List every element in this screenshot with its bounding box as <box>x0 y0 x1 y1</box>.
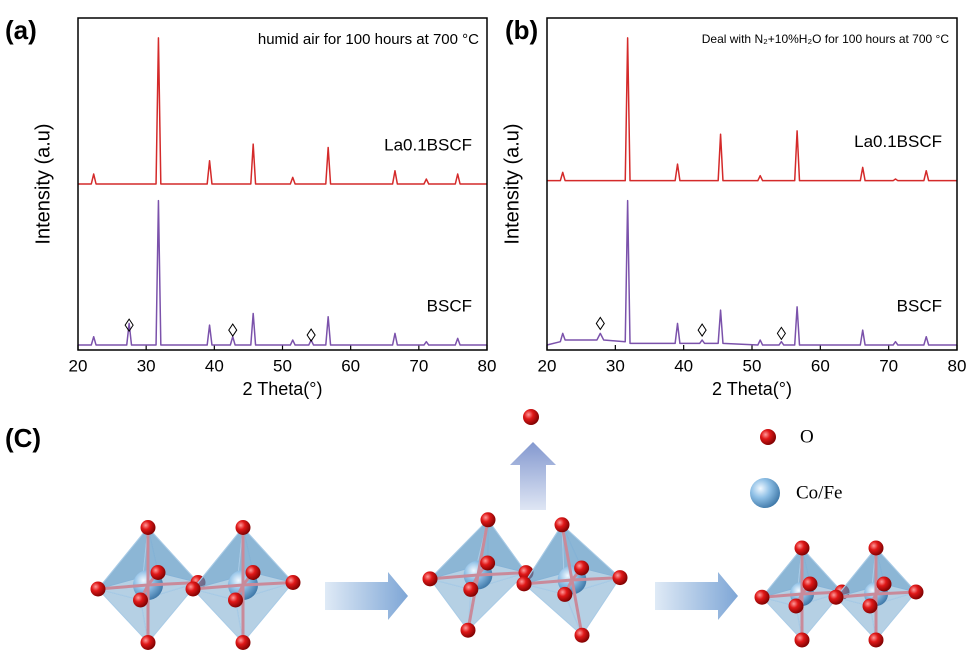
oxygen-atom <box>868 540 884 556</box>
oxygen-atom <box>876 576 892 592</box>
octahedron <box>828 540 924 648</box>
x-tick-label: 20 <box>69 356 88 375</box>
oxygen-atom <box>480 512 496 528</box>
panel-label: (b) <box>505 15 538 45</box>
bond <box>571 576 621 582</box>
x-tick-label: 70 <box>409 356 428 375</box>
oxygen-atom <box>140 635 156 650</box>
oxygen-atom <box>754 589 770 605</box>
annotation: Deal with N₂+10%H₂O for 100 hours at 700… <box>702 32 950 46</box>
oxygen-atom <box>554 517 570 533</box>
bond <box>476 519 490 576</box>
oxygen-atom <box>794 632 810 648</box>
arrow <box>325 572 408 620</box>
xrd-line <box>78 37 487 185</box>
x-tick-label: 40 <box>205 356 224 375</box>
oxygen-atom <box>90 581 106 597</box>
x-tick-label: 70 <box>879 356 898 375</box>
cofe-legend-icon <box>750 478 780 508</box>
legend-label: O <box>800 426 814 447</box>
annotation: humid air for 100 hours at 700 °C <box>258 31 479 48</box>
oxygen-atom <box>133 592 148 608</box>
bond <box>192 583 244 591</box>
x-tick-label: 30 <box>137 356 156 375</box>
panel-label: (C) <box>5 423 41 453</box>
oxygen-atom <box>794 540 810 556</box>
bond <box>429 573 479 581</box>
oxygen-atom <box>463 581 479 597</box>
oxygen-atom <box>557 586 573 602</box>
x-tick-label: 80 <box>478 356 497 375</box>
oxygen-atom <box>480 555 496 571</box>
oxygen-legend-icon <box>760 429 776 445</box>
oxygen-atom <box>245 565 261 580</box>
series-label: BSCF <box>427 297 472 316</box>
bond <box>570 579 584 636</box>
series-label: La0.1BSCF <box>854 132 942 151</box>
impurity-marker <box>306 328 316 342</box>
impurity-marker <box>776 326 786 341</box>
series-label: BSCF <box>897 297 942 316</box>
octahedron <box>185 520 301 650</box>
impurity-marker <box>228 323 238 337</box>
oxygen-atom <box>285 575 301 590</box>
xrd-line <box>546 199 957 346</box>
bond <box>523 578 573 586</box>
impurity-marker <box>697 323 707 337</box>
xrd-line <box>78 199 487 346</box>
oxygen-atom <box>235 520 251 535</box>
oxygen-atom <box>518 565 534 581</box>
octahedron <box>422 512 534 638</box>
bond <box>477 571 527 577</box>
x-tick-label: 60 <box>341 356 360 375</box>
oxygen-atom <box>862 598 878 614</box>
x-axis-label: 2 Theta(°) <box>712 379 792 399</box>
y-axis-label: Intensity (a.u) <box>32 123 54 244</box>
y-axis-label: Intensity (a.u) <box>501 123 523 244</box>
oxygen-atom <box>574 560 590 576</box>
plot-frame <box>546 17 958 351</box>
octahedron <box>90 520 206 650</box>
oxygen-atom <box>828 589 844 605</box>
octahedron <box>516 517 628 643</box>
oxygen-atom <box>228 592 243 608</box>
oxygen-atom <box>574 627 590 643</box>
x-tick-label: 40 <box>674 356 693 375</box>
bond <box>466 574 480 631</box>
oxygen-atom <box>908 584 924 600</box>
impurity-marker <box>124 318 134 333</box>
arrow <box>655 572 738 620</box>
x-tick-label: 60 <box>811 356 830 375</box>
oxygen-atom <box>185 581 201 597</box>
series-label: La0.1BSCF <box>384 135 472 154</box>
plot-frame <box>77 17 488 351</box>
x-tick-label: 50 <box>743 356 762 375</box>
x-axis-label: 2 Theta(°) <box>243 379 323 399</box>
impurity-marker <box>595 316 605 331</box>
oxygen-atom <box>235 635 251 650</box>
oxygen-atom <box>802 576 818 592</box>
oxygen-atom <box>150 565 166 580</box>
oxygen-atom <box>523 409 539 425</box>
xrd-line <box>547 37 957 182</box>
bond <box>560 524 574 581</box>
oxygen-atom <box>516 576 532 592</box>
x-tick-label: 20 <box>538 356 557 375</box>
x-tick-label: 30 <box>606 356 625 375</box>
x-tick-label: 80 <box>948 356 967 375</box>
oxygen-atom <box>140 520 156 535</box>
x-tick-label: 50 <box>273 356 292 375</box>
bond <box>97 583 149 591</box>
arrow <box>510 442 556 510</box>
oxygen-atom <box>612 570 628 586</box>
legend-label: Co/Fe <box>796 482 842 503</box>
oxygen-atom <box>422 571 438 587</box>
oxygen-atom <box>788 598 804 614</box>
oxygen-atom <box>868 632 884 648</box>
panel-label: (a) <box>5 15 37 45</box>
bond <box>242 581 294 587</box>
oxygen-atom <box>460 622 476 638</box>
